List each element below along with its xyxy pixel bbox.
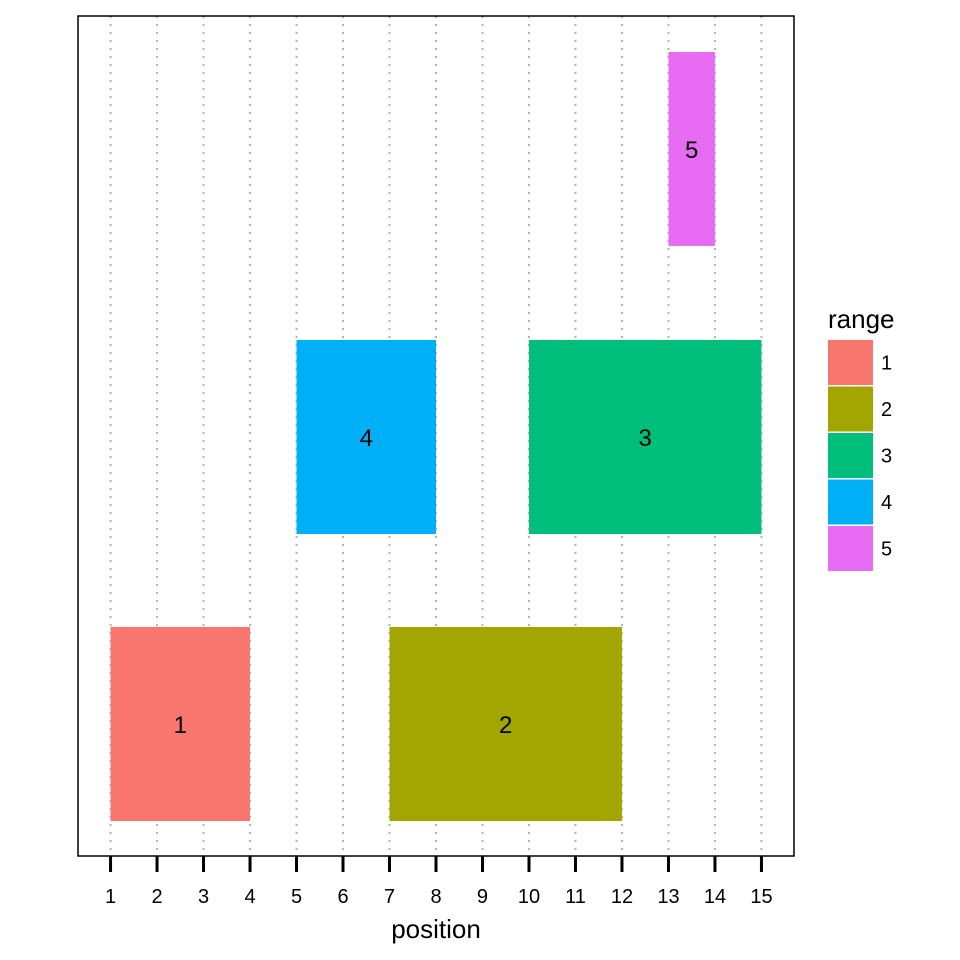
x-tick-label-13: 13	[657, 886, 679, 908]
x-tick-label-11: 11	[565, 886, 586, 908]
x-axis: 1 2 3 4 5 6 7 8 9 10 11 12 13 14 15	[105, 856, 773, 908]
range-bar-label-2: 2	[499, 712, 512, 739]
range-bar-label-5: 5	[685, 137, 698, 164]
x-tick-label-7: 7	[384, 886, 395, 908]
x-tick-label-4: 4	[244, 886, 255, 908]
x-tick-label-10: 10	[518, 886, 540, 908]
legend-key-1	[828, 340, 873, 385]
range-bars	[110, 52, 762, 821]
legend-label-1: 1	[881, 353, 892, 375]
legend-key-3	[828, 433, 873, 478]
x-tick-label-1: 1	[105, 886, 116, 908]
range-bar-5	[668, 52, 715, 246]
range-bar-4	[296, 340, 436, 534]
x-tick-label-8: 8	[430, 886, 441, 908]
range-bar-2	[389, 627, 622, 821]
legend-key-2	[828, 386, 873, 432]
range-bar-3	[528, 340, 762, 534]
legend-key-5	[828, 526, 873, 571]
legend-label-4: 4	[881, 492, 892, 514]
range-bar-label-1: 1	[174, 712, 187, 739]
legend-label-3: 3	[881, 446, 892, 468]
x-tick-label-3: 3	[198, 886, 209, 908]
legend-label-5: 5	[881, 539, 892, 561]
x-tick-label-6: 6	[337, 886, 348, 908]
x-tick-label-15: 15	[750, 886, 772, 908]
x-tick-label-2: 2	[151, 886, 162, 908]
x-tick-label-12: 12	[611, 886, 633, 908]
range-labels: 1 2 3 4 5	[174, 137, 699, 739]
x-axis-title: position	[391, 914, 481, 944]
range-bar-label-4: 4	[360, 425, 373, 452]
legend-label-2: 2	[881, 399, 892, 421]
legend-title: range	[828, 304, 895, 334]
legend: 1 2 3 4 5	[828, 340, 892, 571]
range-bar-label-3: 3	[639, 425, 652, 452]
x-tick-label-5: 5	[291, 886, 302, 908]
x-tick-label-14: 14	[704, 886, 726, 908]
x-tick-label-9: 9	[477, 886, 488, 908]
range-bar-1	[110, 627, 251, 821]
legend-key-4	[828, 479, 873, 525]
